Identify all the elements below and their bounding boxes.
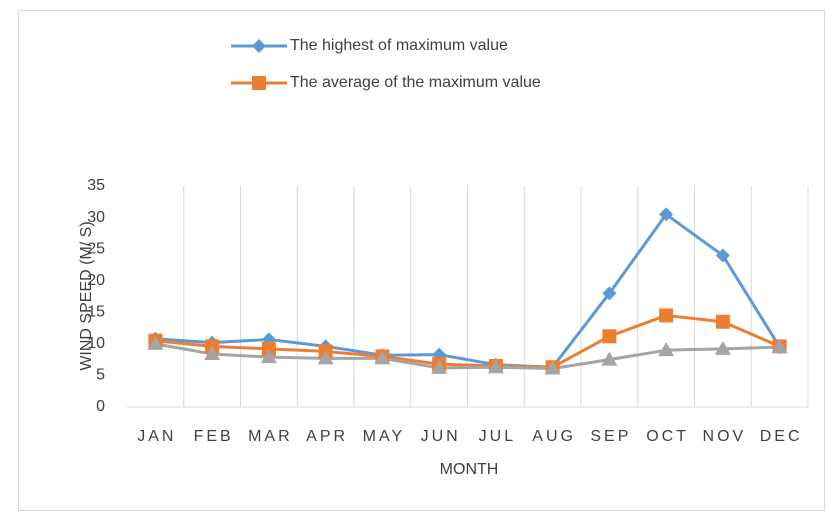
y-tick-label: 10 xyxy=(87,335,105,352)
y-tick-label: 0 xyxy=(96,398,105,415)
x-tick-label: MAY xyxy=(363,428,405,445)
data-point xyxy=(771,339,788,354)
data-point xyxy=(602,329,617,344)
y-tick-label: 35 xyxy=(87,177,105,194)
data-point xyxy=(374,350,391,365)
series-line xyxy=(155,342,780,370)
y-axis-label: WIND SPEED (M/ S) xyxy=(78,221,95,370)
data-point xyxy=(431,359,448,374)
y-tick-label: 20 xyxy=(87,272,105,289)
x-tick-label: NOV xyxy=(703,428,747,445)
data-point xyxy=(659,207,674,222)
series-line xyxy=(155,313,781,369)
data-point xyxy=(601,351,618,366)
data-point xyxy=(260,349,277,364)
data-point xyxy=(659,308,674,323)
chart-frame xyxy=(18,10,825,511)
x-tick-label: FEB xyxy=(194,428,234,445)
data-point xyxy=(714,340,731,355)
x-tick-label: MAR xyxy=(248,428,293,445)
legend-marker xyxy=(252,39,266,53)
data-point xyxy=(715,248,730,263)
x-tick-label: JAN xyxy=(137,428,176,445)
series-line xyxy=(155,212,781,369)
data-point xyxy=(602,286,617,301)
legend-marker xyxy=(252,76,266,90)
data-point xyxy=(715,314,730,329)
x-tick-label: OCT xyxy=(646,428,689,445)
data-point xyxy=(658,342,675,357)
y-tick-label: 5 xyxy=(96,367,105,384)
data-point xyxy=(544,360,561,375)
data-point xyxy=(204,345,221,360)
data-point xyxy=(147,335,164,350)
data-point xyxy=(487,359,504,374)
y-tick-label: 25 xyxy=(87,240,105,257)
y-tick-label: 30 xyxy=(87,209,105,226)
x-tick-label: JUL xyxy=(479,428,516,445)
data-point xyxy=(261,341,276,356)
x-tick-label: JUN xyxy=(421,428,461,445)
legend-label: The highest of maximum value xyxy=(290,37,508,54)
y-tick-label: 15 xyxy=(87,304,105,321)
x-tick-label: AUG xyxy=(532,428,576,445)
x-tick-label: SEP xyxy=(590,428,631,445)
x-tick-label: APR xyxy=(306,428,348,445)
data-point xyxy=(317,350,334,365)
x-tick-label: DEC xyxy=(760,428,803,445)
x-axis-label: MONTH xyxy=(440,461,499,478)
legend-label: The average of the maximum value xyxy=(290,74,541,91)
